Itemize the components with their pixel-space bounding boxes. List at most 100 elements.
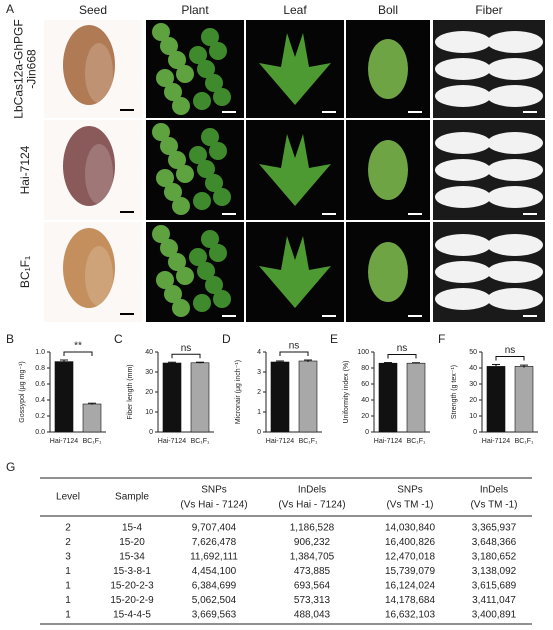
table-header-note: (Vs Hai - 7124) — [180, 500, 247, 511]
table-cell: 906,232 — [294, 537, 331, 548]
y-tick-label: 30 — [145, 369, 153, 376]
y-tick-label: 40 — [361, 397, 369, 404]
plant-leaf — [205, 74, 223, 92]
table-cell: 15-20 — [119, 537, 145, 548]
x-tick-label: BC₁F₁ — [299, 438, 318, 445]
plant-leaf — [213, 290, 231, 308]
x-tick-label: BC₁F₁ — [515, 438, 534, 445]
y-tick-label: 0 — [257, 429, 261, 436]
seed-shade — [85, 246, 113, 306]
plant-leaf — [172, 97, 190, 115]
bar — [190, 362, 210, 433]
table-cell: 6,384,699 — [192, 581, 237, 592]
fiber — [487, 85, 543, 107]
x-tick-label: Hai-7124 — [158, 438, 187, 445]
table-cell: 16,400,826 — [385, 537, 435, 548]
fiber — [487, 261, 543, 283]
seed-shade — [85, 43, 113, 103]
plant-leaf — [164, 285, 182, 303]
table-header-note: (Vs TM -1) — [386, 500, 433, 511]
y-tick-label: 0 — [365, 429, 369, 436]
plant-leaf — [193, 294, 211, 312]
plant-leaf — [189, 248, 207, 266]
table-cell: 1,186,528 — [290, 523, 335, 534]
plant-leaf — [160, 239, 178, 257]
bar — [486, 366, 506, 433]
panel-label: C — [114, 332, 123, 346]
plant-leaf — [205, 174, 223, 192]
y-tick-label: 1.0 — [35, 349, 45, 356]
fiber — [435, 85, 491, 107]
plant-leaf — [160, 137, 178, 155]
x-tick-label: Hai-7124 — [266, 438, 295, 445]
plant-leaf — [197, 262, 215, 280]
y-tick-label: 3 — [257, 369, 261, 376]
plant-leaf — [168, 51, 186, 69]
significance-bracket — [171, 353, 201, 359]
table-cell: 7,626,478 — [192, 537, 237, 548]
significance-label: ns — [289, 341, 300, 352]
table-cell: 3,365,937 — [472, 523, 517, 534]
y-tick-label: 0 — [473, 429, 477, 436]
column-header: Leaf — [283, 3, 307, 17]
row-label: BC₁F₁ — [18, 256, 32, 288]
table-cell: 3 — [65, 552, 71, 563]
table-cell: 15,739,079 — [385, 566, 435, 577]
table-header-note: (Vs TM -1) — [470, 500, 517, 511]
plant-leaf — [197, 60, 215, 78]
table-cell: 488,043 — [294, 610, 331, 621]
table-cell: 4,454,100 — [192, 566, 237, 577]
significance-label: ns — [397, 343, 408, 354]
plant-leaf — [209, 142, 227, 160]
plant-leaf — [176, 65, 194, 83]
bar — [406, 362, 426, 433]
fiber — [435, 261, 491, 283]
table-cell: 1 — [65, 610, 71, 621]
column-header: Fiber — [475, 3, 502, 17]
table-cell: 3,411,047 — [472, 595, 516, 606]
y-tick-label: 60 — [361, 381, 369, 388]
plant-leaf — [193, 92, 211, 110]
table-cell: 14,030,840 — [385, 523, 435, 534]
panel-label: D — [222, 332, 231, 346]
x-tick-label: Hai-7124 — [374, 438, 403, 445]
row-label: Hai-7124 — [18, 145, 32, 194]
panel-label: A — [6, 2, 14, 16]
table-header: InDels — [480, 485, 508, 496]
leaf — [259, 33, 331, 105]
y-tick-label: 40 — [145, 349, 153, 356]
table-header: Sample — [115, 492, 149, 503]
plant-leaf — [156, 271, 174, 289]
x-tick-label: Hai-7124 — [482, 438, 511, 445]
plant-leaf — [168, 253, 186, 271]
table-header: SNPs — [201, 485, 227, 496]
y-tick-label: 1 — [257, 409, 261, 416]
plant-leaf — [164, 83, 182, 101]
y-axis-title: Strength (g tex⁻¹) — [451, 365, 458, 419]
table-cell: 15-4 — [122, 523, 142, 534]
column-header: Seed — [79, 3, 107, 17]
y-axis-title: Micronair (μg inch⁻¹) — [235, 360, 242, 424]
y-tick-label: 0.0 — [35, 429, 45, 436]
fiber — [435, 234, 491, 256]
y-axis-title: Uniformity index (%) — [343, 360, 350, 423]
column-header: Boll — [378, 3, 398, 17]
y-tick-label: 0 — [149, 429, 153, 436]
plant-leaf — [197, 160, 215, 178]
fiber — [435, 58, 491, 80]
table-cell: 1 — [65, 595, 71, 606]
table-cell: 3,615,689 — [472, 581, 517, 592]
table-cell: 2 — [65, 523, 71, 534]
table-cell: 15-3-8-1 — [113, 566, 151, 577]
plant-leaf — [152, 123, 170, 141]
y-tick-label: 50 — [469, 349, 477, 356]
table-cell: 573,313 — [294, 595, 331, 606]
boll — [368, 39, 408, 99]
fiber — [435, 132, 491, 154]
plant-leaf — [209, 244, 227, 262]
y-tick-label: 0.6 — [35, 381, 45, 388]
bar — [82, 403, 102, 433]
bar — [270, 361, 290, 433]
panel-label: B — [6, 332, 14, 346]
